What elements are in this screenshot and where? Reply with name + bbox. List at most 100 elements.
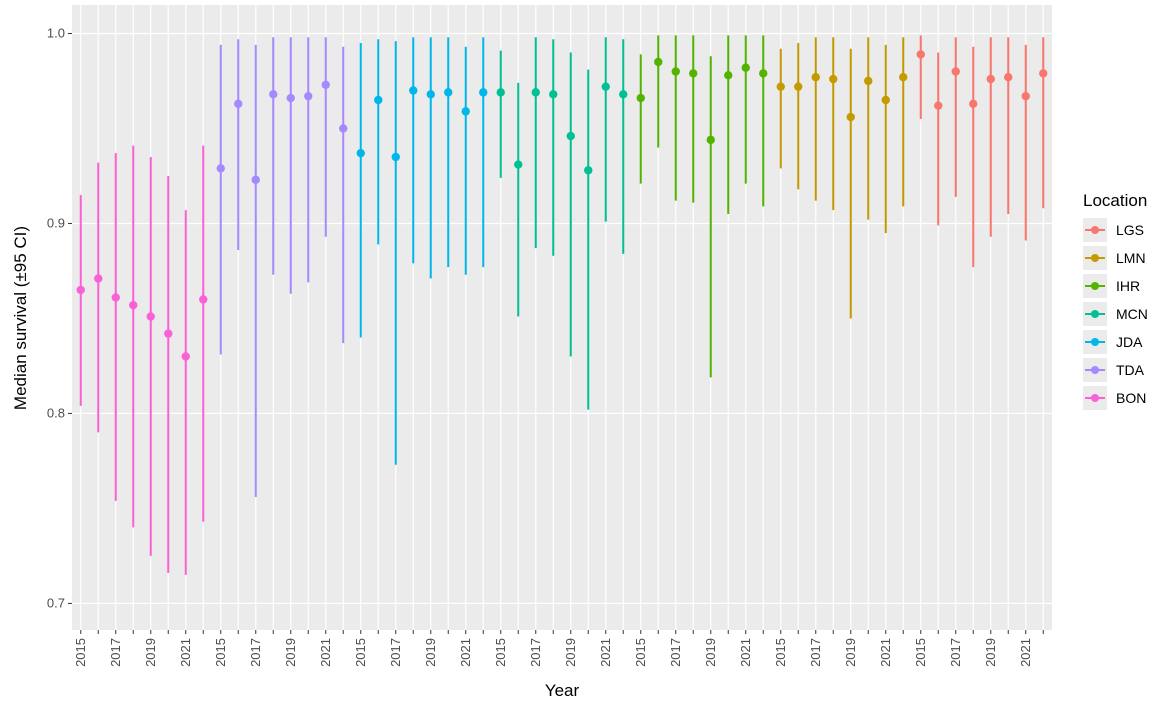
y-tick-label: 0.9 (47, 215, 65, 230)
point (794, 82, 803, 91)
point (234, 99, 243, 108)
point (1021, 91, 1030, 101)
point (356, 148, 365, 158)
point (286, 93, 295, 103)
x-tick-label: 2015 (633, 638, 648, 667)
point (1004, 72, 1013, 82)
point (199, 295, 208, 304)
y-tick-label: 1.0 (47, 25, 65, 40)
x-axis-title: Year (545, 681, 580, 700)
legend-marker (1091, 310, 1099, 318)
y-tick-label: 0.8 (47, 405, 65, 420)
y-tick-label: 0.7 (47, 595, 65, 610)
point (566, 131, 575, 141)
x-tick-label: 2019 (983, 638, 998, 667)
point (951, 67, 960, 76)
point (671, 67, 680, 76)
x-tick-label: 2015 (213, 638, 228, 667)
point (321, 80, 330, 89)
point (444, 88, 453, 97)
point (899, 72, 908, 82)
legend-marker (1091, 282, 1099, 290)
legend-label: MCN (1116, 306, 1148, 322)
x-tick-label: 2017 (948, 638, 963, 667)
point (689, 69, 698, 78)
point (811, 72, 820, 82)
point (916, 50, 925, 59)
point (986, 74, 995, 84)
x-tick-label: 2021 (318, 638, 333, 667)
point (846, 112, 855, 122)
x-tick-label: 2017 (528, 638, 543, 667)
point (129, 300, 138, 310)
point (549, 90, 558, 99)
point (461, 107, 470, 116)
point (111, 293, 120, 302)
legend-label: LMN (1116, 250, 1146, 266)
point (934, 101, 943, 110)
point (164, 329, 173, 338)
point (1039, 69, 1048, 78)
x-tick-label: 2021 (458, 638, 473, 667)
x-tick-label: 2021 (738, 638, 753, 667)
legend-marker (1091, 338, 1099, 346)
point (426, 90, 435, 99)
point (724, 71, 733, 80)
x-tick-label: 2017 (808, 638, 823, 667)
x-tick-label: 2015 (773, 638, 788, 667)
point (636, 93, 645, 103)
legend-marker (1091, 366, 1099, 374)
x-tick-label: 2019 (703, 638, 718, 667)
point (881, 95, 890, 105)
point (514, 160, 523, 169)
point (584, 166, 593, 175)
x-tick-label: 2015 (353, 638, 368, 667)
x-tick-label: 2019 (423, 638, 438, 667)
point (969, 99, 978, 108)
point (531, 88, 540, 97)
legend-marker (1091, 226, 1099, 234)
point (181, 352, 190, 361)
x-tick-label: 2015 (913, 638, 928, 667)
x-tick-label: 2019 (143, 638, 158, 667)
point (146, 312, 155, 321)
y-axis-title: Median survival (±95 CI) (11, 226, 30, 410)
x-tick-label: 2021 (878, 638, 893, 667)
legend-marker (1091, 394, 1099, 402)
point (706, 135, 715, 145)
point (409, 86, 418, 95)
point (76, 285, 85, 295)
x-tick-label: 2017 (388, 638, 403, 667)
point (619, 90, 628, 99)
point (374, 95, 383, 105)
x-tick-label: 2019 (843, 638, 858, 667)
x-tick-label: 2019 (283, 638, 298, 667)
legend-label: IHR (1116, 278, 1140, 294)
x-tick-label: 2017 (668, 638, 683, 667)
x-tick-label: 2021 (1018, 638, 1033, 667)
x-tick-label: 2021 (178, 638, 193, 667)
point (864, 76, 873, 86)
point (759, 69, 768, 78)
point (479, 88, 488, 97)
point (251, 175, 260, 184)
legend-title: Location (1083, 191, 1147, 210)
point (601, 82, 610, 91)
x-tick-label: 2017 (248, 638, 263, 667)
point (339, 124, 348, 133)
x-tick-label: 2015 (493, 638, 508, 667)
legend-label: TDA (1116, 362, 1145, 378)
x-tick-label: 2021 (598, 638, 613, 667)
legend-label: JDA (1116, 334, 1143, 350)
x-tick-label: 2017 (108, 638, 123, 667)
point (496, 88, 505, 97)
x-tick-label: 2015 (73, 638, 88, 667)
point (269, 90, 278, 99)
point (391, 152, 400, 162)
legend-label: LGS (1116, 222, 1144, 238)
panel (72, 5, 1052, 630)
point (216, 164, 225, 173)
legend-label: BON (1116, 390, 1146, 406)
point (776, 82, 785, 91)
